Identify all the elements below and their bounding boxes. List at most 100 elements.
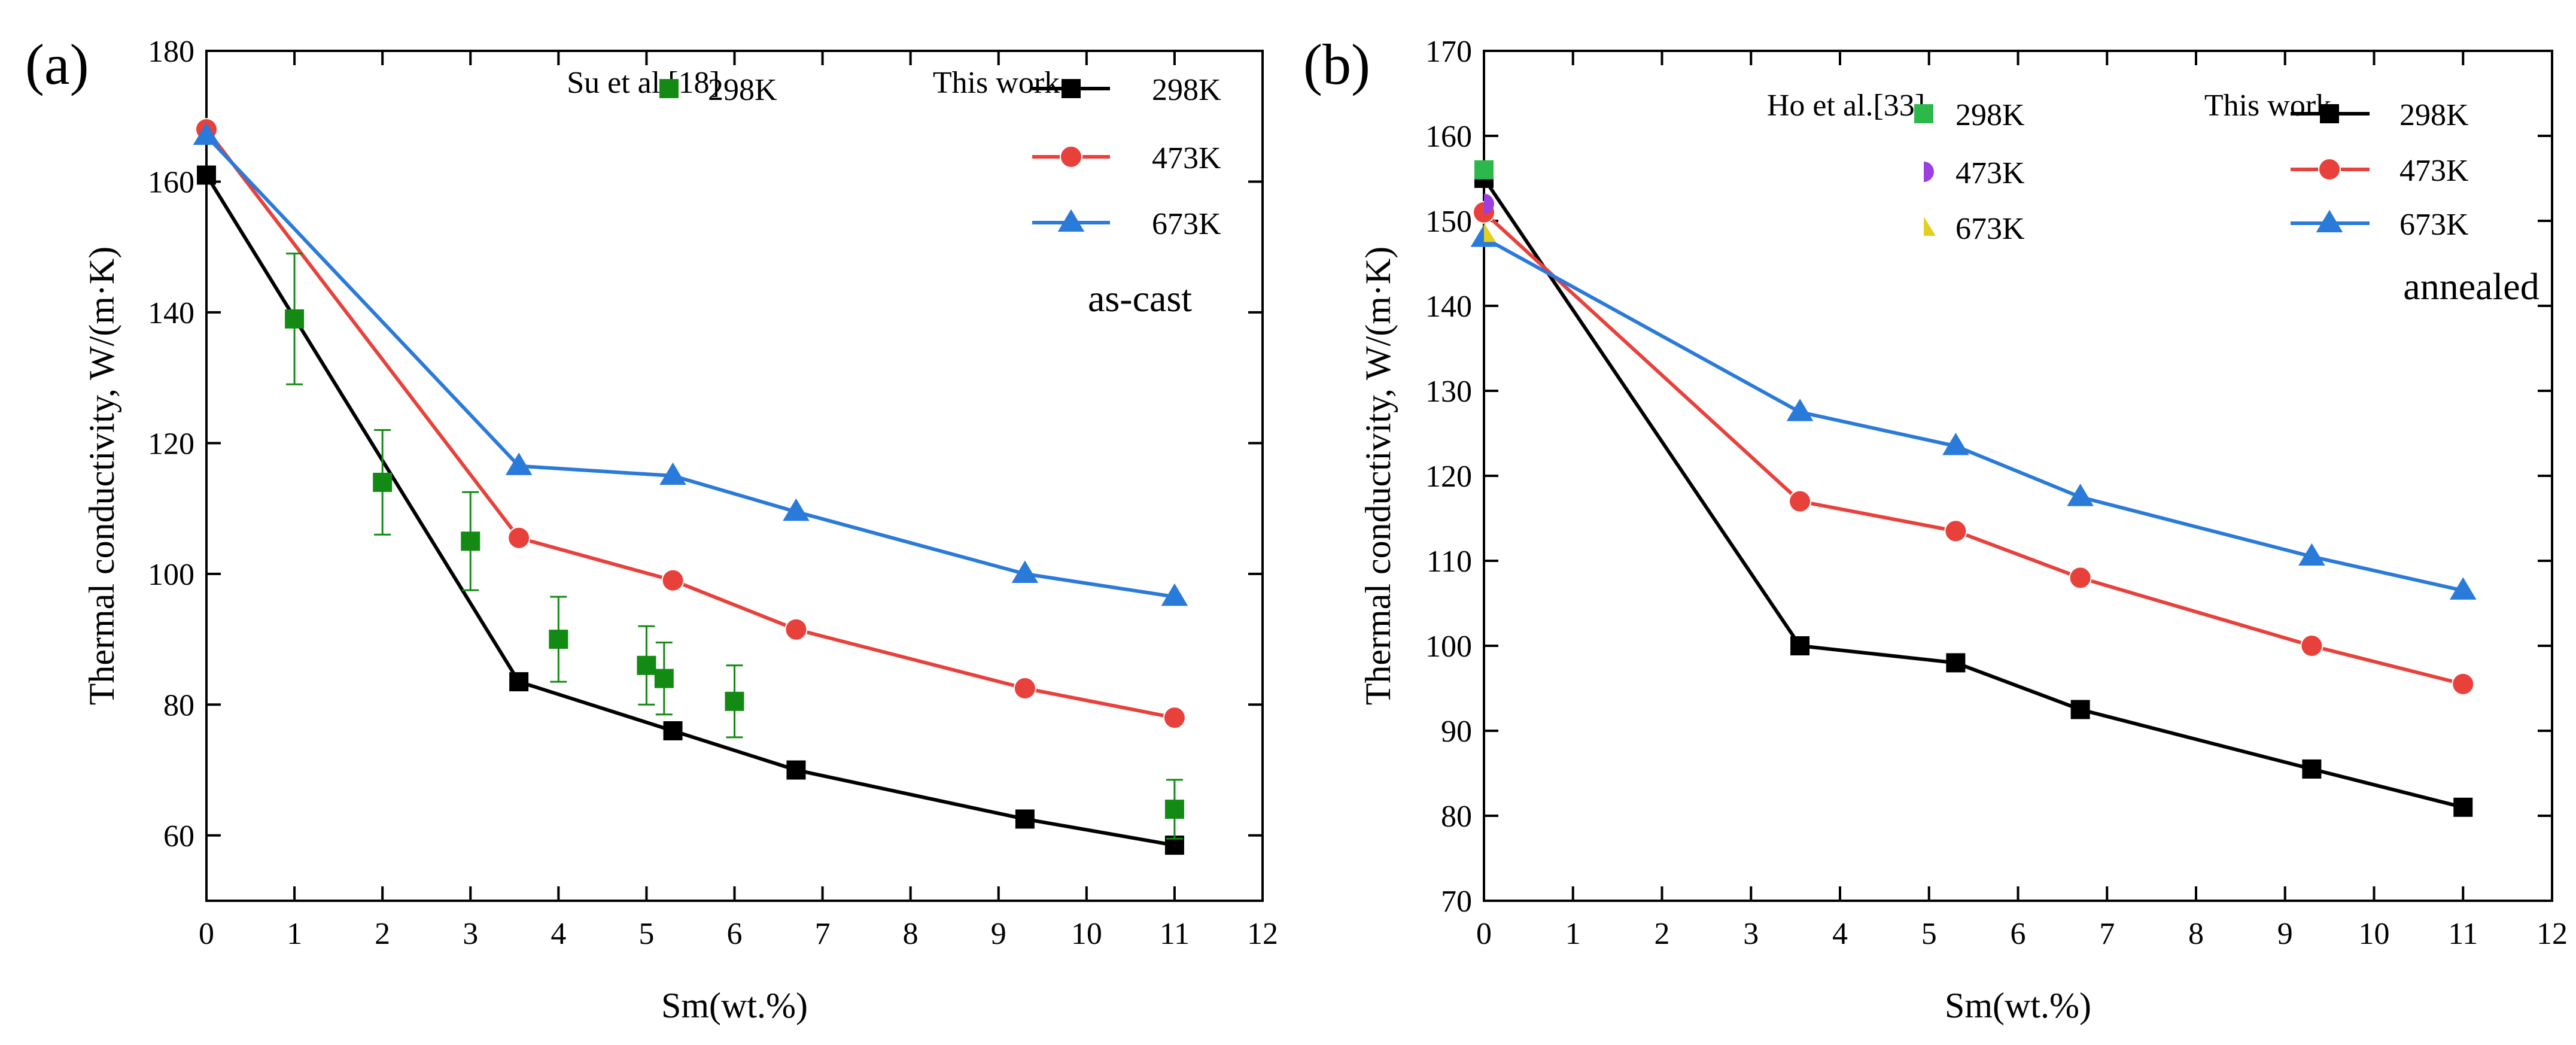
legend-item: 473K — [2291, 154, 2469, 188]
data-point — [2302, 759, 2322, 779]
data-point — [2069, 566, 2092, 590]
y-tick-label: 120 — [148, 427, 194, 461]
x-axis-title: Sm(wt.%) — [661, 986, 808, 1025]
legend-marker — [1062, 79, 1081, 98]
y-tick-label: 60 — [163, 819, 194, 853]
legend-item: 673K — [1924, 212, 2025, 246]
data-point — [1163, 706, 1186, 730]
y-tick-label: 70 — [1441, 885, 1472, 919]
x-tick-label: 1 — [1565, 917, 1581, 951]
legend-marker — [1914, 104, 1933, 123]
data-point — [549, 630, 568, 649]
x-tick-label: 6 — [727, 917, 743, 951]
legend-marker — [2320, 104, 2339, 123]
legend-marker — [2316, 209, 2343, 233]
y-axis-title: Thermal conductivity, W/(m·K) — [1358, 247, 1398, 705]
legend-label: 473K — [2399, 154, 2469, 188]
data-point — [505, 452, 533, 475]
data-point — [197, 165, 216, 185]
series-line — [1482, 211, 2464, 686]
legend-item: 473K — [1924, 156, 2025, 190]
legend-marker — [659, 79, 679, 98]
y-tick-label: 140 — [1425, 290, 1472, 324]
legend-item: 673K — [1032, 207, 1221, 241]
data-point — [1484, 223, 1496, 242]
x-tick-label: 4 — [1832, 917, 1848, 951]
y-tick-label: 130 — [1425, 375, 1472, 409]
data-point — [1161, 583, 1188, 606]
data-point — [509, 672, 529, 692]
x-tick-label: 3 — [1743, 917, 1759, 951]
data-point — [2067, 484, 2094, 506]
data-point — [783, 498, 810, 521]
legend-marker — [1924, 217, 1936, 236]
legend-group-title: This work — [2204, 89, 2331, 123]
data-point — [637, 655, 656, 675]
condition-annotation: annealed — [2403, 265, 2539, 308]
data-point — [1164, 800, 1184, 819]
series-this-work-298K — [1474, 169, 2473, 817]
data-point — [1015, 809, 1035, 829]
data-point — [507, 526, 531, 549]
data-point — [2452, 672, 2475, 695]
data-point — [659, 462, 686, 485]
x-axis-title: Sm(wt.%) — [1945, 986, 2091, 1025]
legend-label: 673K — [1955, 212, 2025, 246]
series-this-work-298K — [197, 165, 1184, 855]
legend-item: 298K — [1914, 98, 2025, 132]
x-tick-label: 10 — [2359, 917, 2390, 951]
y-tick-label: 170 — [1425, 35, 1472, 69]
series-reference-298K — [1474, 160, 1494, 180]
x-tick-label: 0 — [1476, 917, 1492, 951]
data-point — [1790, 636, 1810, 655]
legend-group-title: This work — [933, 66, 1060, 100]
series-reference-298K — [285, 253, 1184, 840]
data-point — [1786, 399, 1814, 421]
y-tick-label: 90 — [1441, 715, 1472, 749]
x-tick-label: 11 — [1160, 917, 1190, 951]
legend-label: 673K — [2399, 208, 2469, 242]
y-tick-label: 150 — [1425, 205, 1472, 239]
x-tick-label: 0 — [199, 917, 214, 951]
legend-group-title: Ho et al.[33] — [1767, 89, 1925, 123]
y-tick-label: 100 — [1425, 630, 1472, 664]
legend-marker — [1924, 162, 1934, 182]
legend-item: 298K — [659, 73, 777, 107]
data-point — [784, 618, 808, 641]
x-tick-label: 9 — [2277, 917, 2293, 951]
panel-a-chart: 0 1 2 3 4 5 6 7 8 9 10 11 126080100120140160180Sm(wt… — [25, 32, 1278, 1025]
data-point — [661, 569, 685, 592]
data-point — [663, 721, 683, 740]
x-tick-label: 4 — [551, 917, 566, 951]
y-tick-label: 160 — [1425, 120, 1472, 154]
data-point — [285, 309, 305, 329]
plot-frame — [205, 50, 1264, 902]
series-line — [1482, 177, 2464, 809]
x-tick-label: 9 — [991, 917, 1006, 951]
x-tick-label: 5 — [638, 917, 654, 951]
legend-marker — [2318, 158, 2341, 181]
data-point — [193, 122, 220, 145]
legend-label: 298K — [708, 73, 777, 107]
data-point — [1011, 560, 1039, 583]
condition-annotation: as-cast — [1088, 277, 1192, 320]
y-tick-label: 180 — [148, 35, 194, 69]
legend-label: 473K — [1152, 141, 1221, 175]
y-tick-label: 110 — [1427, 545, 1472, 579]
x-tick-label: 2 — [375, 917, 390, 951]
legend-label: 298K — [2399, 98, 2469, 132]
legend-label: 298K — [1152, 73, 1221, 107]
y-tick-label: 160 — [148, 165, 194, 199]
y-tick-label: 80 — [1441, 800, 1472, 834]
series-line — [205, 134, 1175, 599]
panel-b-chart: 0 1 2 3 4 5 6 7 8 9 10 11 12708090100110120130140150… — [1303, 32, 2568, 1025]
data-point — [2453, 797, 2473, 817]
data-point — [2070, 700, 2090, 719]
x-tick-label: 5 — [1921, 917, 1937, 951]
series-this-work-473K — [195, 118, 1186, 730]
data-point — [725, 691, 744, 711]
x-tick-label: 6 — [2011, 917, 2026, 951]
series-reference-473K — [1484, 193, 1494, 214]
series-line — [205, 128, 1175, 720]
